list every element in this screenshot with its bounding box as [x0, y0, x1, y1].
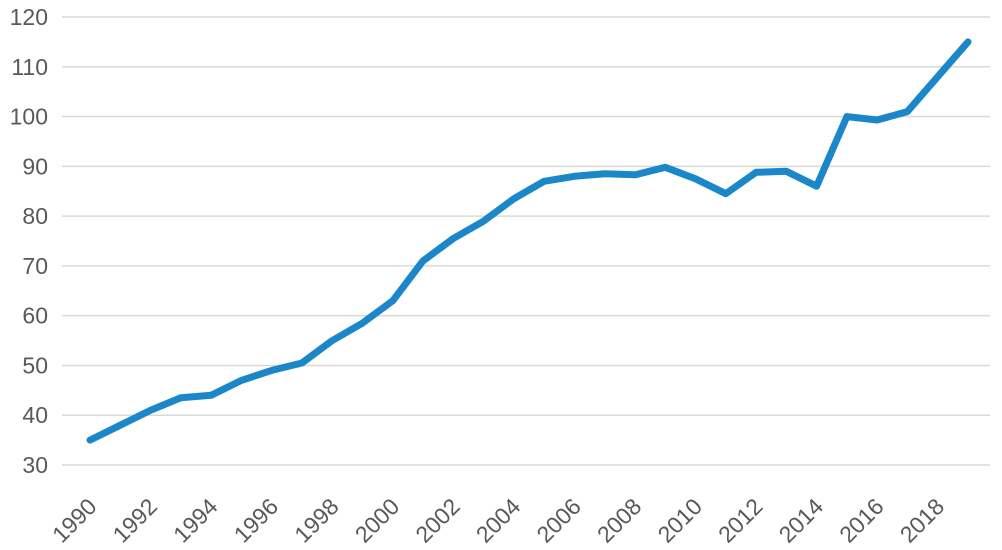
y-axis-tick-label: 40	[22, 402, 48, 428]
x-axis-tick-label: 2018	[895, 493, 950, 548]
x-axis-tick-label: 1994	[168, 493, 223, 548]
x-axis-tick-label: 2016	[834, 493, 889, 548]
y-axis-tick-label: 90	[22, 153, 48, 179]
x-axis-tick-label: 1990	[47, 493, 102, 548]
x-axis-tick-label: 2008	[592, 493, 647, 548]
data-line-series-1	[86, 38, 972, 444]
x-axis-tick-label: 2010	[652, 493, 707, 548]
y-axis-tick-label: 70	[22, 253, 48, 279]
x-axis-tick-label: 2012	[713, 493, 768, 548]
y-axis-tick-label: 110	[11, 54, 48, 80]
x-axis-tick-label: 2014	[774, 493, 829, 548]
x-axis-tick-label: 1996	[229, 493, 284, 548]
y-axis-tick-label: 80	[22, 203, 48, 229]
x-axis-tick-label: 2000	[350, 493, 405, 548]
y-axis-tick-label: 120	[10, 4, 48, 30]
x-axis-tick-label: 2002	[410, 493, 465, 548]
y-axis-tick-label: 100	[10, 104, 48, 130]
x-axis-tick-label: 1998	[289, 493, 344, 548]
y-axis-tick-label: 50	[22, 352, 48, 378]
x-axis-tick-label: 1992	[108, 493, 163, 548]
x-axis-tick-label: 2004	[471, 493, 526, 548]
y-axis-tick-label: 60	[22, 303, 48, 329]
x-axis-tick-label: 2006	[531, 493, 586, 548]
y-axis-tick-label: 30	[22, 452, 48, 478]
